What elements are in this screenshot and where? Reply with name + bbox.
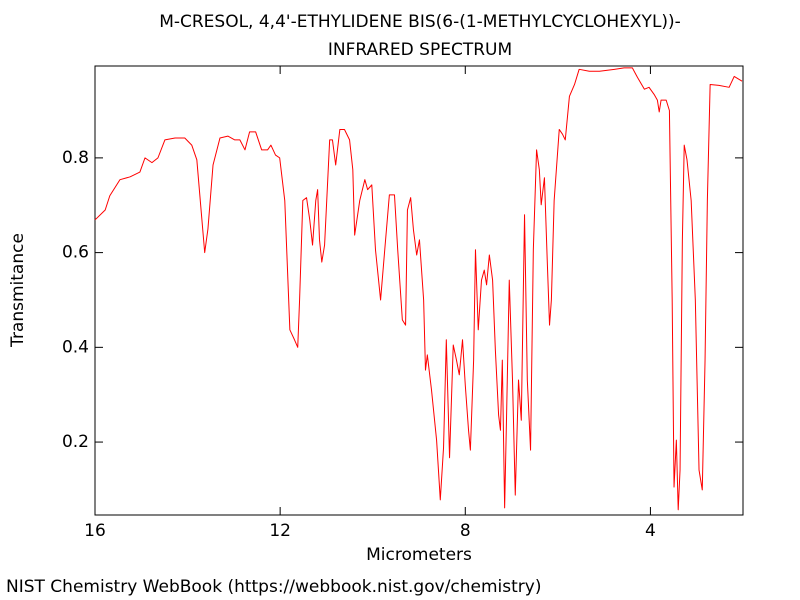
x-tick-label: 8 [460, 521, 471, 541]
plot-frame [94, 65, 744, 516]
y-tick-label: 0.8 [62, 148, 89, 168]
chart-title: INFRARED SPECTRUM [328, 40, 512, 60]
footer: NIST Chemistry WebBook (https://webbook.… [6, 577, 541, 597]
y-tick-label: 0.6 [62, 243, 89, 263]
spectrum-line [94, 67, 743, 511]
x-tick-label: 16 [84, 521, 106, 541]
x-tick-label: 4 [645, 521, 656, 541]
x-axis-label: Micrometers [366, 545, 472, 565]
chart-title: M-CRESOL, 4,4'-ETHYLIDENE BIS(6-(1-METHY… [159, 12, 681, 32]
y-axis-label: Transmitance [8, 233, 28, 348]
x-tick-label: 12 [269, 521, 291, 541]
y-tick-label: 0.2 [62, 432, 89, 452]
y-tick-label: 0.4 [62, 337, 89, 357]
